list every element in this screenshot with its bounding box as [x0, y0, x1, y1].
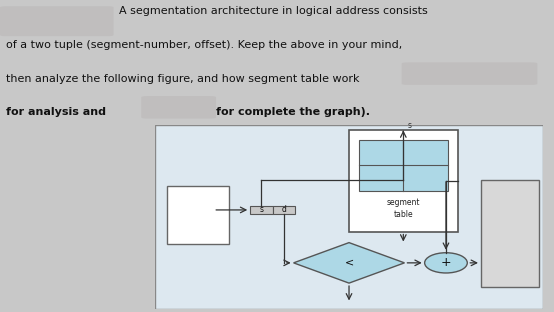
FancyBboxPatch shape: [402, 62, 537, 85]
FancyBboxPatch shape: [0, 6, 114, 36]
Text: d: d: [281, 205, 286, 214]
Text: <: <: [345, 258, 353, 268]
FancyBboxPatch shape: [141, 96, 216, 119]
Circle shape: [425, 253, 468, 273]
Polygon shape: [294, 243, 404, 283]
Text: +: +: [440, 256, 452, 269]
Text: s: s: [407, 121, 411, 130]
Bar: [349, 130, 458, 232]
Text: then analyze the following figure, and how segment table work: then analyze the following figure, and h…: [6, 74, 359, 84]
Bar: [167, 186, 229, 245]
Text: segment
table: segment table: [387, 198, 420, 218]
Text: s: s: [259, 205, 263, 214]
Bar: [273, 206, 295, 214]
Bar: [481, 180, 539, 287]
Text: for complete the graph).: for complete the graph).: [216, 107, 370, 117]
Text: A segmentation architecture in logical address consists: A segmentation architecture in logical a…: [119, 6, 428, 16]
Bar: [250, 206, 273, 214]
Text: for analysis and: for analysis and: [6, 107, 106, 117]
Text: of a two tuple (segment-number, offset). Keep the above in your mind,: of a two tuple (segment-number, offset).…: [6, 40, 402, 50]
Bar: [359, 139, 448, 191]
